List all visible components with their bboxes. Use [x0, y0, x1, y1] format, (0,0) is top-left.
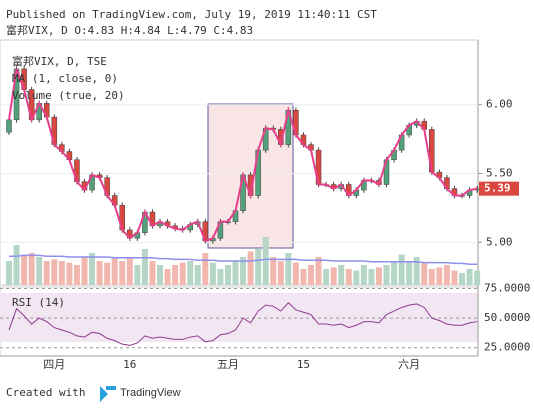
x-tick-label: 四月	[43, 358, 65, 371]
volume-bar	[255, 249, 262, 285]
volume-bar	[285, 253, 292, 285]
volume-bar	[375, 267, 382, 285]
volume-bar	[134, 265, 141, 285]
volume-bar	[451, 270, 458, 285]
rsi-legend: RSI (14)	[12, 296, 65, 309]
volume-bar	[187, 261, 194, 285]
volume-bar	[36, 257, 43, 285]
volume-bar	[353, 270, 360, 285]
volume-bar	[149, 261, 156, 285]
y-tick-label: 5.00	[486, 235, 513, 248]
volume-bar	[51, 259, 58, 285]
rsi-tick-label: 25.0000	[484, 341, 530, 354]
volume-bar	[436, 267, 443, 285]
volume-bar	[315, 257, 322, 285]
volume-bar	[43, 261, 50, 285]
volume-bar	[466, 269, 473, 285]
volume-bar	[28, 253, 35, 285]
rsi-line	[8, 302, 478, 346]
volume-bar	[368, 269, 375, 285]
volume-bar	[89, 253, 96, 285]
last-price-tag	[479, 181, 519, 196]
volume-bar	[73, 265, 80, 285]
x-tick-label: 五月	[217, 358, 239, 371]
volume-bar	[308, 265, 314, 285]
volume-bar	[179, 262, 186, 285]
volume-bar	[300, 269, 307, 285]
volume-bar	[58, 261, 65, 285]
volume-bar	[345, 269, 352, 285]
volume-bar	[443, 265, 450, 285]
rsi-tick-label: 50.0000	[484, 311, 530, 324]
x-tick-label: 16	[123, 358, 136, 371]
y-tick-label: 5.50	[486, 167, 513, 180]
tv-logo	[100, 386, 116, 402]
published: Published on TradingView.com, July 19, 2…	[6, 8, 377, 21]
volume-bar	[164, 269, 171, 285]
volume-bar	[413, 257, 420, 285]
volume-bar	[6, 261, 12, 285]
volume-bar	[232, 261, 239, 285]
volume-bar	[13, 245, 20, 285]
volume-bar	[421, 262, 428, 285]
volume-bar	[96, 261, 103, 285]
volume-bar	[209, 262, 216, 285]
volume-bar	[217, 269, 224, 285]
volume-bar	[21, 254, 28, 285]
volume-bar	[391, 261, 398, 285]
volume-bar	[194, 265, 201, 285]
volume-bar	[240, 257, 247, 285]
y-tick-label: 6.00	[486, 98, 513, 111]
main-layer: 5.00 5.50 6.00 75.0000 50.0000 25.0000 四月 16 五月 1…	[0, 66, 530, 371]
volume-bar	[224, 265, 231, 285]
volume-bar	[172, 265, 179, 285]
x-tick-label: 15	[297, 358, 310, 371]
volume-bar	[104, 262, 111, 285]
volume-bar	[338, 265, 345, 285]
volume-bar	[262, 237, 269, 285]
legend-symbol: 富邦VIX, D, TSE	[12, 54, 107, 68]
volume-bar	[202, 253, 209, 285]
volume-bar	[474, 270, 481, 285]
symbol-line: 富邦VIX, D O:4.83 H:4.84 L:4.79 C:4.83	[6, 23, 253, 37]
legend-ma: MA (1, close, 0)	[12, 72, 118, 85]
volume-bar	[270, 257, 277, 285]
volume-bar	[247, 251, 254, 285]
last-price-label: 5.39	[484, 182, 511, 195]
volume-bar	[126, 257, 133, 285]
footer-created: Created with	[6, 386, 85, 399]
volume-bar	[111, 257, 118, 285]
volume-bar	[323, 269, 330, 285]
volume-bar	[119, 261, 126, 285]
volume-bar	[360, 265, 367, 285]
volume-bar	[157, 265, 163, 285]
volume-bar	[383, 265, 390, 285]
volume-bar	[66, 262, 73, 285]
rsi-tick-label: 75.0000	[484, 282, 530, 295]
volume-bar	[330, 267, 337, 285]
volume-bar	[459, 273, 465, 285]
rsi-band	[0, 293, 478, 342]
volume-bar	[398, 254, 405, 285]
volume-bar	[141, 249, 148, 285]
volume-bar	[292, 262, 299, 285]
legend-volume: Volume (true, 20)	[12, 89, 125, 102]
volume-bar	[81, 257, 88, 285]
volume-bar	[406, 261, 413, 285]
ma-line	[8, 68, 478, 243]
volume-bar	[428, 269, 435, 285]
footer-brand: TradingView	[120, 387, 181, 399]
candle-body	[6, 119, 12, 133]
volume-ma-line	[9, 254, 478, 265]
volume-bar	[277, 261, 284, 285]
x-tick-label: 六月	[398, 358, 420, 371]
